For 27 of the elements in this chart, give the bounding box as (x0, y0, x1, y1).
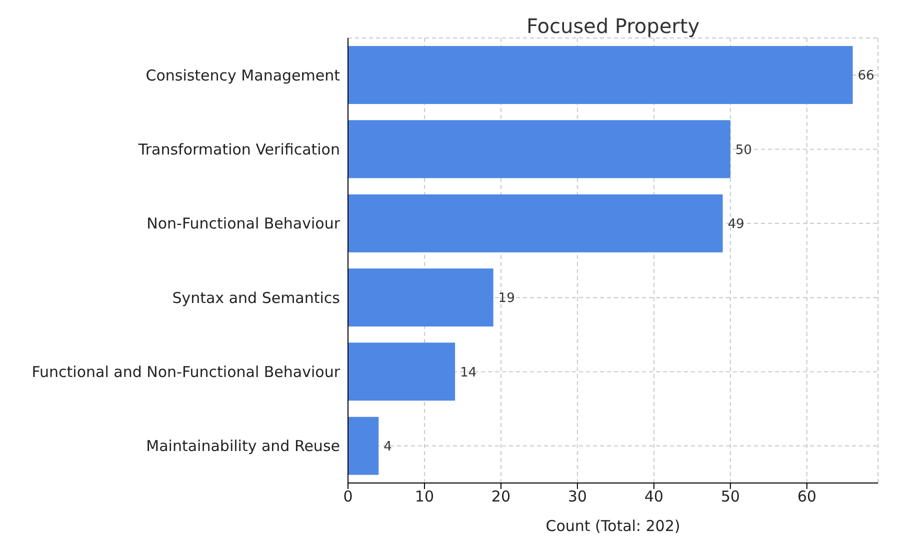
x-tick-label: 40 (644, 488, 664, 506)
x-tick-label: 10 (414, 488, 434, 506)
data-label: 49 (728, 216, 744, 232)
y-tick-label: Non-Functional Behaviour (146, 214, 341, 233)
y-tick-label: Maintainability and Reuse (146, 437, 340, 456)
bar (348, 342, 456, 401)
y-tick-label: Transformation Verification (137, 140, 340, 159)
chart-title: Focused Property (525, 14, 701, 38)
x-tick-label: 60 (797, 488, 816, 506)
x-tick-label: 20 (491, 488, 511, 506)
x-tick-label: 30 (568, 488, 587, 506)
x-axis-title: Count (Total: 202) (546, 517, 680, 535)
data-label: 4 (384, 439, 392, 454)
y-tick-label: Functional and Non-Functional Behaviour (32, 363, 341, 382)
data-label: 50 (735, 142, 752, 158)
x-tick-label: 50 (720, 488, 740, 506)
y-tick-label: Syntax and Semantics (172, 288, 340, 307)
y-tick-label: Consistency Management (146, 66, 340, 84)
bar (348, 194, 723, 252)
bar (348, 416, 379, 475)
bar (348, 120, 730, 178)
data-label: 19 (498, 291, 515, 306)
bar (348, 46, 853, 104)
x-tick-label: 0 (343, 488, 353, 506)
bar (348, 268, 494, 326)
data-label: 66 (858, 68, 874, 84)
data-label: 14 (460, 365, 477, 380)
